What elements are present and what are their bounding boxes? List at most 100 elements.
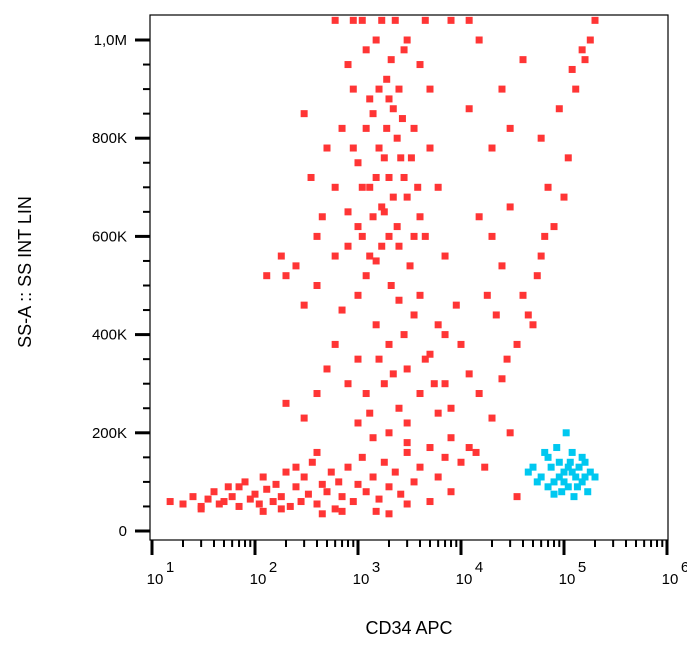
data-point-red: [313, 390, 321, 398]
data-point-red: [372, 321, 380, 329]
data-point-red: [537, 134, 545, 142]
data-point-blue: [555, 458, 563, 466]
data-point-red: [338, 306, 346, 314]
data-point-red: [349, 16, 357, 24]
data-point-red: [472, 448, 480, 456]
data-point-red: [277, 493, 285, 501]
data-point-red: [313, 282, 321, 289]
data-point-red: [362, 124, 370, 132]
data-point-red: [375, 355, 383, 363]
data-point-red: [354, 480, 362, 488]
data-point-red: [327, 468, 335, 476]
data-point-red: [416, 463, 424, 471]
data-point-red: [560, 193, 568, 201]
data-point-red: [426, 350, 434, 358]
data-point-red: [483, 291, 491, 299]
data-point-red: [235, 502, 243, 510]
data-point-red: [488, 232, 496, 240]
data-point-red: [366, 183, 374, 191]
x-tick-label-exponent: 4: [475, 559, 483, 576]
data-point-blue: [553, 444, 561, 452]
data-point-red: [403, 365, 411, 373]
data-point-red: [383, 75, 391, 83]
data-point-red: [380, 154, 388, 162]
data-point-red: [447, 434, 455, 442]
data-point-red: [391, 468, 399, 476]
data-point-red: [385, 173, 393, 181]
data-point-red: [403, 500, 411, 508]
data-point-red: [400, 46, 408, 54]
data-point-red: [506, 124, 514, 132]
data-point-blue: [562, 429, 570, 437]
data-point-red: [354, 223, 362, 231]
data-point-red: [465, 444, 473, 452]
data-point-blue: [550, 490, 558, 498]
data-point-blue: [564, 483, 572, 491]
data-point-red: [537, 252, 545, 260]
data-point-blue: [581, 458, 589, 466]
data-point-red: [465, 16, 473, 24]
data-point-red: [366, 252, 374, 260]
data-point-red: [292, 463, 300, 471]
x-tick-label-base: 10: [456, 571, 473, 588]
data-point-blue: [537, 473, 545, 481]
data-point-red: [166, 498, 174, 506]
data-point-red: [541, 232, 549, 240]
data-point-red: [277, 252, 285, 260]
data-point-red: [524, 311, 532, 319]
data-point-blue: [575, 463, 583, 471]
data-point-blue: [581, 473, 589, 481]
data-point-red: [513, 340, 521, 348]
y-axis-label: SS-A :: SS INT LIN: [15, 196, 35, 348]
data-point-red: [282, 272, 290, 280]
data-point-blue: [524, 468, 532, 476]
data-point-red: [414, 183, 422, 191]
data-point-red: [300, 473, 308, 481]
x-tick-label-exponent: 6: [681, 559, 687, 576]
data-point-red: [378, 203, 386, 211]
data-point-red: [313, 448, 321, 456]
data-point-red: [338, 124, 346, 132]
data-point-red: [426, 144, 434, 152]
data-point-blue: [544, 483, 552, 491]
data-point-red: [369, 473, 377, 481]
x-tick-label-base: 10: [559, 571, 576, 588]
data-point-red: [400, 331, 408, 339]
data-point-red: [397, 154, 405, 162]
data-point-red: [313, 232, 321, 240]
data-point-red: [179, 500, 187, 508]
data-point-red: [452, 301, 460, 309]
data-point-red: [344, 380, 352, 388]
data-point-red: [372, 36, 380, 44]
data-point-red: [358, 16, 366, 24]
data-point-red: [331, 340, 339, 348]
data-point-red: [426, 85, 434, 93]
data-point-red: [389, 105, 397, 113]
data-point-red: [259, 507, 267, 515]
data-point-red: [421, 355, 429, 363]
data-point-red: [313, 500, 321, 508]
data-point-red: [410, 311, 418, 319]
data-point-blue: [578, 453, 586, 461]
data-point-red: [550, 223, 558, 231]
data-point-red: [286, 502, 294, 510]
data-point-red: [475, 390, 483, 398]
data-point-red: [416, 61, 424, 69]
data-point-red: [323, 144, 331, 152]
data-point-red: [416, 390, 424, 398]
data-point-red: [586, 36, 594, 44]
data-point-red: [292, 262, 300, 270]
data-point-red: [255, 500, 263, 508]
data-point-red: [506, 203, 514, 211]
data-point-red: [380, 458, 388, 466]
data-point-red: [383, 124, 391, 132]
data-point-red: [481, 463, 489, 471]
data-point-red: [272, 480, 280, 488]
data-point-red: [398, 115, 406, 123]
data-point-red: [406, 262, 414, 270]
data-point-red: [263, 485, 271, 493]
data-point-red: [204, 495, 212, 503]
data-point-red: [395, 404, 403, 412]
data-point-blue: [570, 493, 578, 501]
data-point-red: [235, 483, 243, 491]
